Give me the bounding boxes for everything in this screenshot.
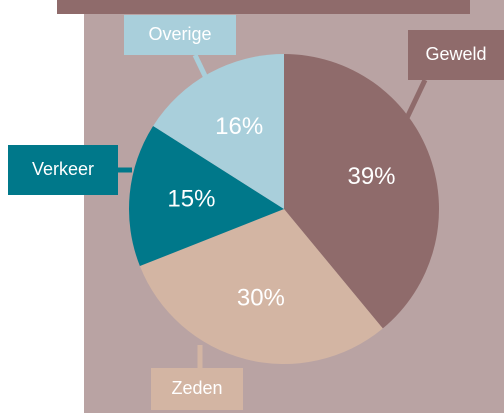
pie-slice <box>139 209 383 364</box>
label-box <box>8 145 118 195</box>
category-label: Zeden <box>171 378 222 398</box>
top-band <box>57 0 470 14</box>
value-label: 15% <box>167 186 215 213</box>
label-box <box>151 368 243 410</box>
pie-slice <box>153 54 284 209</box>
value-label: 39% <box>347 163 395 190</box>
value-label: 30% <box>237 284 285 311</box>
leader-line <box>402 78 428 124</box>
label-box <box>124 15 236 55</box>
category-label: Verkeer <box>32 159 94 179</box>
pie-slice <box>128 125 284 267</box>
category-label: Overige <box>148 24 211 44</box>
pie-slice <box>284 54 439 329</box>
value-label: 16% <box>215 113 263 140</box>
leader-line <box>192 53 210 82</box>
category-label: Geweld <box>425 44 486 64</box>
label-box <box>408 30 504 80</box>
